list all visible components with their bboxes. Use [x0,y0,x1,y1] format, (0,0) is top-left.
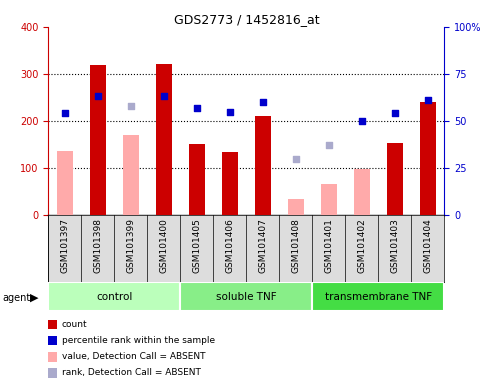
Point [226,109,234,115]
Text: count: count [62,320,87,329]
Text: rank, Detection Call = ABSENT: rank, Detection Call = ABSENT [62,368,201,377]
Point [391,110,399,116]
Bar [420,102,436,215]
Point [127,103,135,109]
Point [358,118,366,124]
Text: GSM101400: GSM101400 [159,218,168,273]
Bar [188,144,205,215]
Point [259,99,267,105]
Bar [89,65,106,215]
Title: GDS2773 / 1452816_at: GDS2773 / 1452816_at [173,13,319,26]
Text: value, Detection Call = ABSENT: value, Detection Call = ABSENT [62,352,205,361]
Text: GSM101402: GSM101402 [357,218,366,273]
Text: GSM101398: GSM101398 [93,218,102,273]
Text: GSM101397: GSM101397 [60,218,69,273]
Bar [386,143,403,215]
Bar [321,184,337,215]
Bar [180,282,313,311]
Text: GSM101403: GSM101403 [390,218,399,273]
Text: GSM101405: GSM101405 [192,218,201,273]
Bar [156,64,172,215]
Point [94,93,102,99]
Text: soluble TNF: soluble TNF [216,291,277,302]
Bar [354,169,370,215]
Bar [313,282,444,311]
Text: GSM101399: GSM101399 [127,218,135,273]
Text: agent: agent [2,293,30,303]
Text: control: control [96,291,132,302]
Bar [222,152,238,215]
Text: ▶: ▶ [30,293,39,303]
Text: GSM101408: GSM101408 [291,218,300,273]
Point [193,105,201,111]
Point [325,142,333,149]
Bar [255,116,271,215]
Bar [287,199,304,215]
Text: GSM101404: GSM101404 [424,218,432,273]
Bar [48,282,180,311]
Point [292,156,299,162]
Text: GSM101406: GSM101406 [226,218,234,273]
Text: percentile rank within the sample: percentile rank within the sample [62,336,215,345]
Point [61,110,69,116]
Point [160,93,168,99]
Bar [123,135,139,215]
Text: GSM101401: GSM101401 [325,218,333,273]
Bar [57,151,73,215]
Text: GSM101407: GSM101407 [258,218,267,273]
Point [424,97,432,103]
Text: transmembrane TNF: transmembrane TNF [325,291,432,302]
